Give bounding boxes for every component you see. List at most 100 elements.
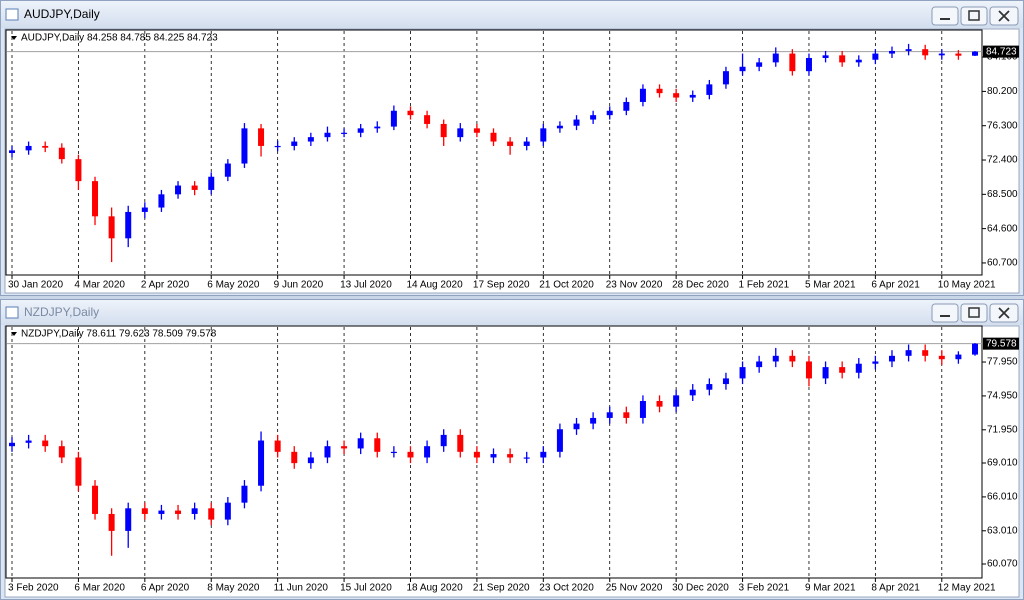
x-tick-label: 30 Jan 2020 — [8, 280, 63, 291]
candle-body — [291, 141, 298, 146]
y-tick-label: 76.300 — [987, 120, 1018, 131]
candle-body — [772, 53, 779, 63]
candle-body — [141, 207, 148, 212]
candle-body — [224, 163, 231, 177]
maximize-button[interactable] — [960, 6, 988, 26]
title-bar — [1, 300, 1023, 325]
candle-body — [258, 128, 265, 146]
candle-body — [872, 361, 879, 364]
maximize-icon — [968, 307, 980, 318]
header-arrow — [11, 36, 17, 40]
x-tick-label: 6 May 2020 — [207, 280, 260, 291]
x-tick-label: 15 Jul 2020 — [340, 583, 392, 594]
candle-body — [357, 128, 364, 133]
candle-body — [872, 53, 879, 60]
y-tick-label: 71.950 — [987, 424, 1018, 435]
minimize-button[interactable] — [931, 6, 959, 26]
x-tick-label: 9 Jun 2020 — [274, 280, 324, 291]
candle-body — [772, 355, 779, 362]
candle-body — [424, 115, 431, 124]
candle-body — [706, 84, 713, 95]
candle-body — [888, 355, 895, 362]
x-tick-label: 4 Mar 2020 — [74, 280, 125, 291]
candle-body — [523, 141, 530, 146]
y-tick-label: 80.200 — [987, 86, 1018, 97]
candle-body — [507, 141, 514, 146]
candle-body — [789, 53, 796, 72]
chart-header: NZDJPY,Daily 78.611 79.623 78.509 79.578 — [21, 329, 217, 340]
x-tick-label: 13 Jul 2020 — [340, 280, 392, 291]
candle-body — [324, 132, 331, 138]
x-tick-label: 9 Mar 2021 — [805, 583, 856, 594]
candle-body — [938, 53, 945, 56]
candle-body — [440, 123, 447, 138]
candle-body — [341, 132, 348, 134]
candle-body — [390, 110, 397, 127]
candle-body — [424, 446, 431, 458]
last-price-label: 79.578 — [986, 338, 1017, 349]
candle-body — [108, 513, 115, 531]
candle-body — [374, 438, 381, 452]
x-tick-label: 6 Apr 2020 — [141, 583, 190, 594]
candle-body — [922, 49, 929, 56]
candle-body — [357, 438, 364, 449]
close-icon — [998, 307, 1010, 319]
candle-body — [805, 361, 812, 379]
x-tick-label: 25 Nov 2020 — [606, 583, 663, 594]
y-tick-label: 77.950 — [987, 357, 1018, 368]
candle-body — [191, 508, 198, 514]
candle-body — [905, 49, 912, 51]
candle-body — [623, 412, 630, 418]
plot-border — [5, 29, 983, 276]
candle-body — [307, 457, 314, 464]
y-tick-label: 68.500 — [987, 189, 1018, 200]
minimize-button[interactable] — [931, 303, 959, 323]
candle-body — [839, 55, 846, 63]
x-tick-label: 3 Feb 2021 — [739, 583, 790, 594]
candle-body — [556, 429, 563, 452]
candle-body — [822, 55, 829, 58]
y-tick-label: 69.010 — [987, 458, 1018, 469]
x-tick-label: 10 May 2021 — [938, 280, 996, 291]
x-tick-label: 8 May 2020 — [207, 583, 260, 594]
candle-body — [839, 367, 846, 373]
candle-body — [922, 350, 929, 356]
candle-body — [955, 53, 962, 56]
candle-body — [274, 440, 281, 452]
candle-body — [208, 176, 215, 190]
price-badge — [983, 337, 1019, 350]
last-price-label: 84.723 — [986, 46, 1017, 57]
candle-body — [75, 457, 82, 486]
candle-body — [191, 185, 198, 190]
candle-body — [125, 508, 132, 531]
candle-body — [573, 119, 580, 126]
candle-body — [855, 59, 862, 63]
window-buttons — [931, 303, 1019, 323]
candle-body — [639, 88, 646, 102]
candle-body — [540, 451, 547, 458]
candle-body — [158, 194, 165, 208]
candle-body — [407, 110, 414, 116]
candle-body — [307, 137, 314, 142]
candle-body — [490, 132, 497, 142]
candle-body — [58, 446, 65, 458]
candle-body — [606, 412, 613, 418]
x-tick-label: 6 Mar 2020 — [74, 583, 125, 594]
candle-body — [9, 442, 15, 447]
candle-body — [141, 508, 148, 514]
candle-body — [407, 451, 414, 458]
x-tick-label: 12 May 2021 — [938, 583, 996, 594]
candle-body — [92, 181, 99, 217]
candle-body — [25, 440, 32, 443]
candle-body — [9, 150, 15, 153]
candle-body — [42, 145, 49, 148]
maximize-button[interactable] — [960, 303, 988, 323]
candle-body — [590, 115, 597, 120]
candle-body — [523, 457, 530, 459]
x-tick-label: 11 Jun 2020 — [274, 583, 329, 594]
candle-body — [938, 355, 945, 360]
candle-body — [673, 395, 680, 407]
x-tick-label: 5 Mar 2021 — [805, 280, 856, 291]
candle-body — [739, 66, 746, 72]
candle-body — [756, 62, 763, 67]
